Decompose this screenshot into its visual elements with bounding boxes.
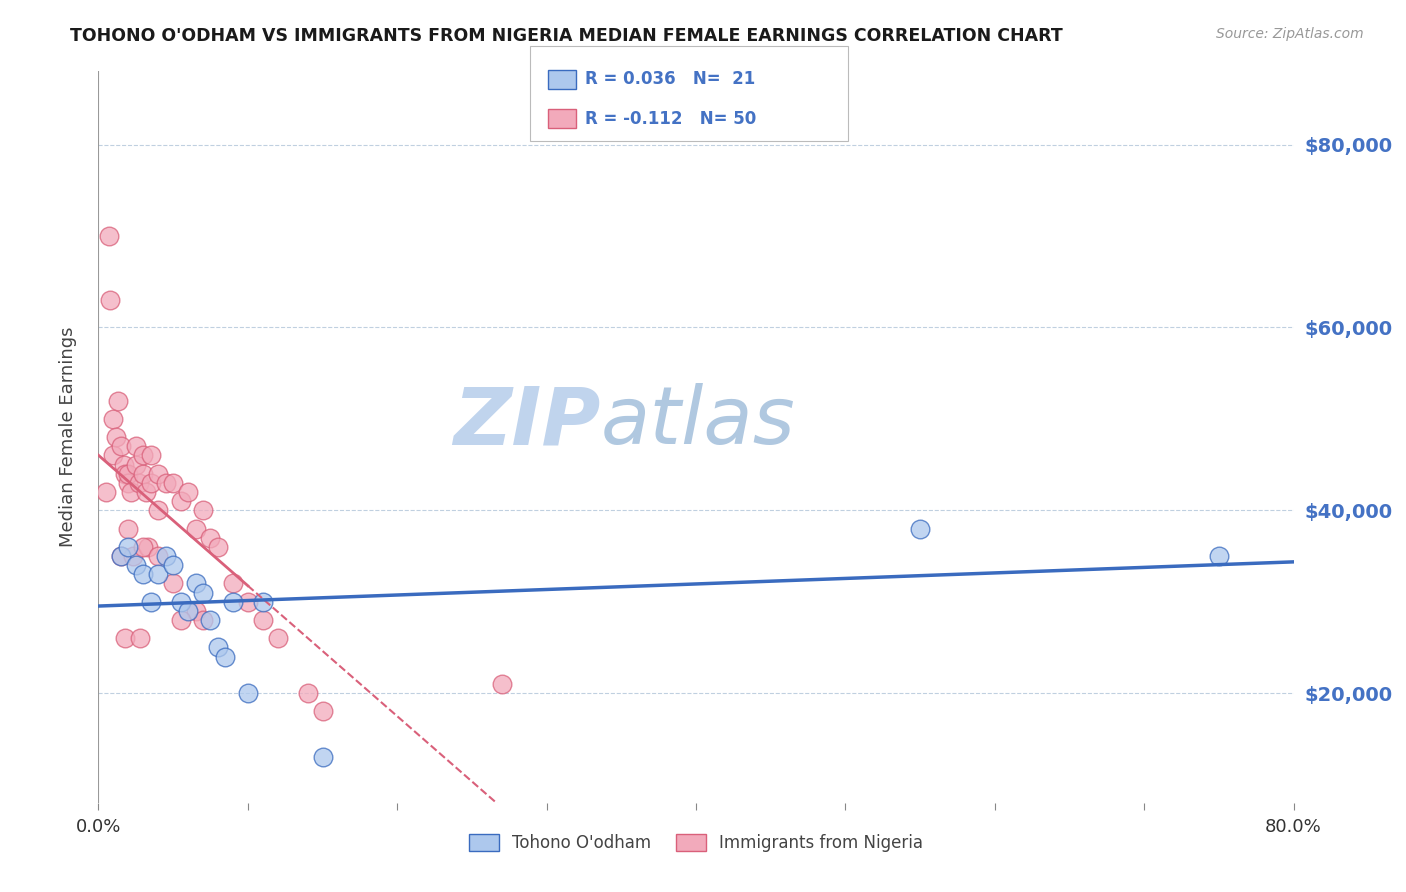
Point [908,521,931,535]
Point [169,613,191,627]
Point [128,475,150,490]
Point [148,567,170,582]
Point [94,484,117,499]
Point [132,467,155,481]
Point [139,475,162,490]
Point [1208,549,1230,563]
Point [155,549,177,563]
Point [114,632,136,646]
Point [214,649,236,664]
Point [139,594,162,608]
Point [200,531,222,545]
Point [97,228,120,243]
Point [191,613,214,627]
Point [311,750,333,764]
Point [129,632,152,646]
Text: ZIP: ZIP [453,384,600,461]
Point [236,594,259,608]
Point [103,448,125,462]
Point [125,458,148,472]
Point [177,484,200,499]
Point [297,686,319,700]
Point [169,494,191,508]
Y-axis label: Median Female Earnings: Median Female Earnings [59,326,77,548]
Point [267,632,290,646]
Point [107,393,129,408]
Point [162,558,184,573]
Point [121,549,143,563]
Point [155,475,177,490]
Point [162,475,184,490]
Text: R = -0.112   N= 50: R = -0.112 N= 50 [585,110,756,128]
Point [169,594,191,608]
Point [139,448,162,462]
Point [112,458,135,472]
Point [120,484,142,499]
Text: atlas: atlas [600,384,796,461]
Point [162,576,184,591]
Point [148,549,170,563]
Point [207,540,229,554]
Point [191,585,214,599]
Point [110,549,132,563]
Point [222,594,245,608]
Point [491,677,513,691]
Point [177,604,200,618]
Point [148,467,170,481]
Point [148,503,170,517]
Point [136,540,159,554]
Point [135,484,157,499]
Point [132,567,155,582]
Point [184,604,207,618]
Point [252,594,274,608]
Point [110,549,132,563]
Point [311,705,333,719]
Point [125,439,148,453]
Legend: Tohono O'odham, Immigrants from Nigeria: Tohono O'odham, Immigrants from Nigeria [460,825,932,860]
Point [132,540,155,554]
Point [236,686,259,700]
Point [110,439,132,453]
Point [207,640,229,655]
Text: TOHONO O'ODHAM VS IMMIGRANTS FROM NIGERIA MEDIAN FEMALE EARNINGS CORRELATION CHA: TOHONO O'ODHAM VS IMMIGRANTS FROM NIGERI… [70,27,1063,45]
Point [125,558,148,573]
Point [184,521,207,535]
Point [184,576,207,591]
Point [200,613,222,627]
Point [132,448,155,462]
Point [252,613,274,627]
Point [191,503,214,517]
Text: Source: ZipAtlas.com: Source: ZipAtlas.com [1216,27,1364,41]
Point [222,576,245,591]
Point [114,467,136,481]
Point [117,467,139,481]
Point [117,540,139,554]
Point [117,475,139,490]
Point [117,521,139,535]
Point [105,430,128,444]
Point [103,411,125,425]
Point [98,293,122,307]
Text: R = 0.036   N=  21: R = 0.036 N= 21 [585,70,755,88]
